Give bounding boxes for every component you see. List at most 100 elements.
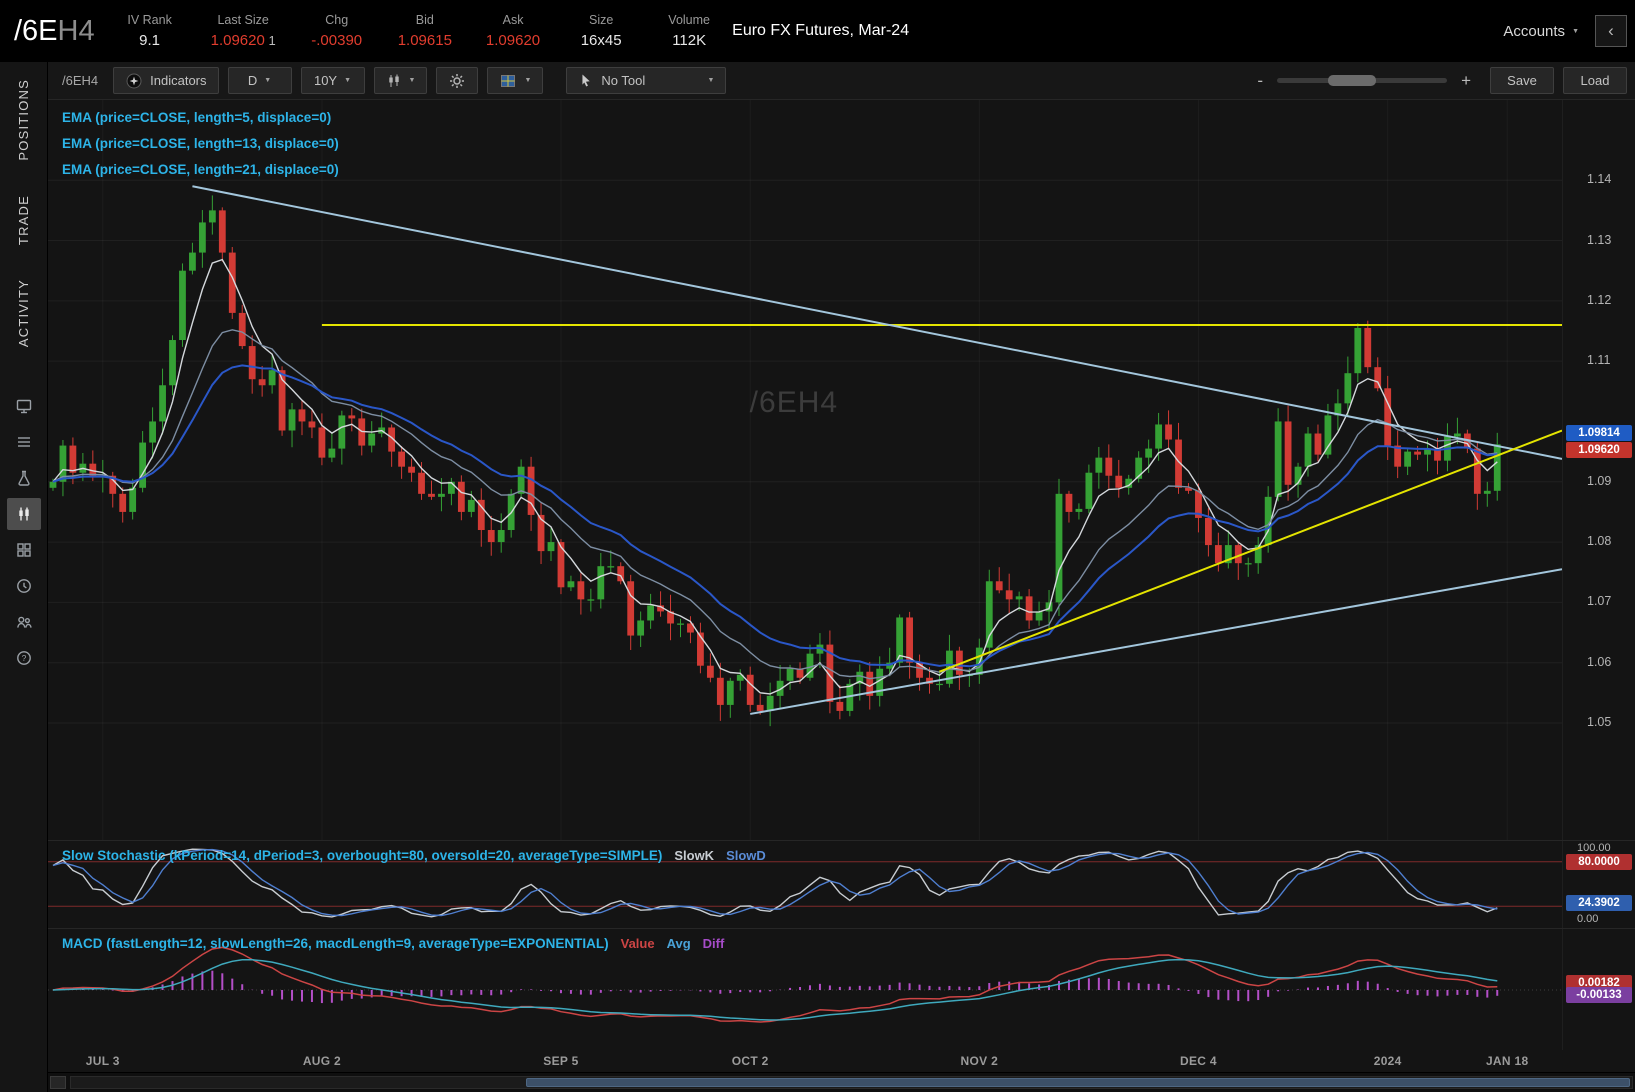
collapse-panel-button[interactable]: ‹ bbox=[1595, 15, 1627, 47]
chart-type-dropdown[interactable]: ▼ bbox=[374, 67, 428, 94]
chart-panes: /6EH4 EMA (price=CLOSE, length=5, displa… bbox=[48, 100, 1635, 1092]
quote-field-value: -.00390 bbox=[311, 32, 362, 49]
time-axis-label: SEP 5 bbox=[543, 1054, 578, 1068]
axis-value-bubble: 24.3902 bbox=[1566, 895, 1632, 911]
quote-field-bid: Bid1.09615 bbox=[398, 13, 452, 49]
quote-field-label: Volume bbox=[668, 13, 710, 27]
axis-tick-label: 1.08 bbox=[1587, 534, 1611, 548]
stochastic-axis[interactable]: 100.000.0080.000024.3902 bbox=[1562, 841, 1635, 928]
macd-pane: MACD (fastLength=12, slowLength=26, macd… bbox=[48, 928, 1635, 1050]
load-button[interactable]: Load bbox=[1563, 67, 1627, 94]
range-value: 10Y bbox=[314, 73, 337, 88]
quote-field-label: Ask bbox=[503, 13, 524, 27]
drawing-tool-dropdown[interactable]: No Tool ▼ bbox=[566, 67, 726, 94]
monitor-icon[interactable] bbox=[7, 390, 41, 422]
chevron-down-icon: ▼ bbox=[264, 77, 271, 84]
chevron-down-icon: ▼ bbox=[707, 77, 714, 84]
svg-text:?: ? bbox=[21, 653, 26, 663]
axis-value-bubble: 1.09814 bbox=[1566, 425, 1632, 441]
symbol-root: /6E bbox=[14, 15, 58, 47]
flask-icon[interactable] bbox=[7, 462, 41, 494]
time-axis-label: AUG 2 bbox=[303, 1054, 341, 1068]
zoom-in-button[interactable]: + bbox=[1457, 71, 1475, 91]
timeframe-value: D bbox=[248, 73, 257, 88]
ema-study-label[interactable]: EMA (price=CLOSE, length=21, displace=0) bbox=[62, 162, 339, 177]
chevron-down-icon: ▼ bbox=[344, 77, 351, 84]
stochastic-study-label[interactable]: Slow Stochastic (kPeriod=14, dPeriod=3, … bbox=[62, 848, 662, 863]
time-axis-label: JAN 18 bbox=[1486, 1054, 1529, 1068]
layout-grid-dropdown[interactable]: ▼ bbox=[487, 67, 543, 94]
macd-diff-legend: Diff bbox=[703, 936, 725, 951]
axis-value-bubble: 1.09620 bbox=[1566, 442, 1632, 458]
macd-value-legend: Value bbox=[621, 936, 655, 951]
main-chart-canvas[interactable] bbox=[48, 100, 1562, 840]
scrollbar-thumb[interactable] bbox=[526, 1078, 1630, 1087]
quote-field-value: 1.09615 bbox=[398, 32, 452, 49]
app: /6EH4 IV Rank9.1Last Size1.09620 1Chg-.0… bbox=[0, 0, 1635, 1092]
chart-symbol-label: /6EH4 bbox=[62, 73, 98, 88]
layout-grid-icon bbox=[499, 72, 517, 90]
axis-tick-label: 1.06 bbox=[1587, 655, 1611, 669]
axis-tick-label: 0.00 bbox=[1577, 913, 1598, 925]
quote-field-label: Last Size bbox=[217, 13, 268, 27]
chart-type-icon bbox=[386, 73, 402, 89]
chevron-down-icon: ▼ bbox=[409, 77, 416, 84]
accounts-dropdown[interactable]: Accounts ▼ bbox=[1503, 23, 1579, 40]
chart-workspace: /6EH4 Indicators D ▼ 10Y ▼ ▼ ▼ bbox=[48, 62, 1635, 1092]
timeframe-dropdown[interactable]: D ▼ bbox=[228, 67, 292, 94]
slowk-legend: SlowK bbox=[674, 848, 714, 863]
apps-grid-icon[interactable] bbox=[7, 534, 41, 566]
time-axis-label: NOV 2 bbox=[961, 1054, 999, 1068]
chart-icon[interactable] bbox=[7, 498, 41, 530]
chart-toolbar: /6EH4 Indicators D ▼ 10Y ▼ ▼ ▼ bbox=[48, 62, 1635, 100]
chevron-down-icon: ▼ bbox=[524, 77, 531, 84]
zoom-slider-thumb[interactable] bbox=[1328, 75, 1376, 86]
list-icon[interactable] bbox=[7, 426, 41, 458]
range-dropdown[interactable]: 10Y ▼ bbox=[301, 67, 365, 94]
axis-tick-label: 1.11 bbox=[1587, 353, 1610, 367]
scroll-left-button[interactable] bbox=[50, 1076, 66, 1089]
chevron-left-icon: ‹ bbox=[1608, 21, 1614, 41]
save-button[interactable]: Save bbox=[1490, 67, 1554, 94]
quote-field-ask: Ask1.09620 bbox=[486, 13, 540, 49]
quote-field-chg: Chg -.00390 bbox=[310, 13, 364, 49]
macd-study-label[interactable]: MACD (fastLength=12, slowLength=26, macd… bbox=[62, 936, 609, 951]
sidebar-icon-column: ? bbox=[7, 390, 41, 674]
clock-icon[interactable] bbox=[7, 570, 41, 602]
pointer-icon bbox=[578, 72, 594, 89]
quote-field-label: IV Rank bbox=[127, 13, 171, 27]
macd-axis[interactable]: 0.00182-0.00133 bbox=[1562, 929, 1635, 1050]
zoom-slider[interactable] bbox=[1277, 78, 1447, 83]
help-icon[interactable]: ? bbox=[7, 642, 41, 674]
chart-settings-button[interactable] bbox=[436, 67, 478, 94]
chart-scrollbar bbox=[48, 1072, 1635, 1092]
instrument-description: Euro FX Futures, Mar-24 bbox=[732, 22, 909, 40]
sidebar-tab-activity[interactable]: ACTIVITY bbox=[16, 279, 31, 347]
macd-avg-legend: Avg bbox=[667, 936, 691, 951]
drawing-tool-value: No Tool bbox=[601, 73, 645, 88]
study-label-stack: EMA (price=CLOSE, length=5, displace=0) E… bbox=[62, 110, 339, 188]
time-axis-label: JUL 3 bbox=[86, 1054, 120, 1068]
indicators-button[interactable]: Indicators bbox=[113, 67, 218, 94]
quote-field-value: 16x45 bbox=[581, 32, 622, 49]
axis-tick-label: 1.14 bbox=[1587, 172, 1611, 186]
time-axis[interactable]: JUL 3AUG 2SEP 5OCT 2NOV 2DEC 42024JAN 18 bbox=[48, 1050, 1635, 1072]
axis-tick-label: 1.07 bbox=[1587, 594, 1611, 608]
quote-field-label: Size bbox=[589, 13, 613, 27]
sidebar-tab-trade[interactable]: TRADE bbox=[16, 195, 31, 245]
axis-value-bubble: -0.00133 bbox=[1566, 987, 1632, 1003]
scrollbar-track[interactable] bbox=[70, 1076, 1633, 1089]
zoom-out-button[interactable]: - bbox=[1253, 71, 1267, 91]
quote-fields: IV Rank9.1Last Size1.09620 1Chg-.00390Bi… bbox=[123, 13, 717, 49]
sidebar-tab-positions[interactable]: POSITIONS bbox=[16, 79, 31, 161]
axis-tick-label: 1.09 bbox=[1587, 474, 1611, 488]
axis-value-bubble: 80.0000 bbox=[1566, 854, 1632, 870]
price-axis[interactable]: 1.141.131.121.111.091.081.071.061.051.09… bbox=[1562, 100, 1635, 840]
zoom-control: - + bbox=[1253, 71, 1475, 91]
quote-field-label: Chg bbox=[325, 13, 348, 27]
quote-field-value: 9.1 bbox=[139, 32, 160, 49]
people-icon[interactable] bbox=[7, 606, 41, 638]
chevron-down-icon: ▼ bbox=[1572, 28, 1579, 35]
ema-study-label[interactable]: EMA (price=CLOSE, length=5, displace=0) bbox=[62, 110, 339, 125]
ema-study-label[interactable]: EMA (price=CLOSE, length=13, displace=0) bbox=[62, 136, 339, 151]
